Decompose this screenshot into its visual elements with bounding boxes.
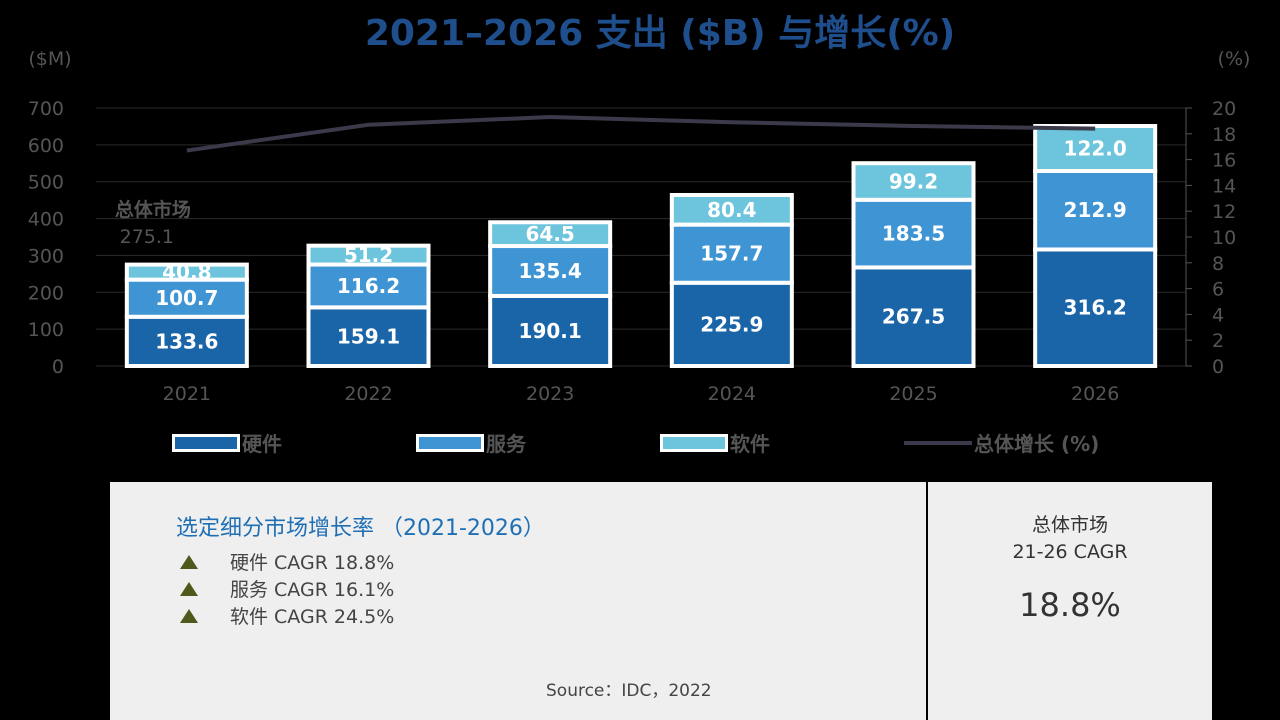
y-tick-label-right: 8 xyxy=(1212,253,1224,275)
overall-cagr-value: 18.8% xyxy=(1019,586,1121,624)
y-tick-label-left: 200 xyxy=(28,282,64,304)
bar-segment-services xyxy=(669,222,794,285)
x-tick-label: 2026 xyxy=(1071,383,1119,405)
overall-market-value: 275.1 xyxy=(120,226,174,248)
y-tick-label-left: 600 xyxy=(28,135,64,157)
y-tick-label-left: 400 xyxy=(28,209,64,231)
bar-segment-hardware xyxy=(124,314,249,368)
bar-segment-software xyxy=(124,262,249,282)
bar-segment-hardware xyxy=(669,280,794,368)
y-tick-label-left: 100 xyxy=(28,319,64,341)
bar-value-label: 100.7 xyxy=(155,286,218,310)
segment-growth-title: 选定细分市场增长率 （2021-2026） xyxy=(176,516,545,541)
y-tick-label-left: 700 xyxy=(28,98,64,120)
y-tick-label-right: 14 xyxy=(1212,175,1236,197)
y-tick-label-left: 500 xyxy=(28,172,64,194)
y-tick-label-right: 16 xyxy=(1212,150,1236,172)
x-tick-label: 2023 xyxy=(526,383,574,405)
triangle-up-icon xyxy=(180,608,198,623)
source-note: Source：IDC，2022 xyxy=(546,681,712,701)
cagr-item-services: 服务 CAGR 16.1% xyxy=(180,575,394,602)
overall-cagr-title: 总体市场 21-26 CAGR xyxy=(928,512,1212,566)
bar-value-label: 80.4 xyxy=(707,198,756,222)
cagr-item-software: 软件 CAGR 24.5% xyxy=(180,602,394,629)
chart-legend: 硬件 服务 软件 总体增长 (%) xyxy=(0,428,1280,457)
bar-segment-hardware xyxy=(488,293,613,368)
bar-value-label: 64.5 xyxy=(525,222,574,246)
left-axis-label: ($M) xyxy=(28,48,71,70)
cagr-label-software: 软件 CAGR 24.5% xyxy=(230,606,395,628)
bar-value-label: 122.0 xyxy=(1064,137,1127,161)
bar-value-label: 316.2 xyxy=(1064,296,1127,320)
legend-label-growth: 总体增长 (%) xyxy=(974,432,1100,456)
y-tick-label-right: 2 xyxy=(1212,330,1224,352)
bar-segment-software xyxy=(488,220,613,249)
x-tick-label: 2021 xyxy=(163,383,211,405)
cagr-period-label: 21-26 CAGR xyxy=(1012,541,1128,563)
right-axis-label: (%) xyxy=(1218,48,1251,70)
overall-market-annotation: 总体市场 xyxy=(115,198,191,221)
legend-item-growth: 总体增长 (%) xyxy=(904,428,1099,457)
y-tick-label-left: 300 xyxy=(28,245,64,267)
legend-item-services: 服务 xyxy=(416,428,526,457)
overall-cagr-panel: 总体市场 21-26 CAGR 18.8% xyxy=(928,482,1212,720)
bar-segment-software xyxy=(1033,124,1158,173)
bar-value-label: 116.2 xyxy=(337,274,400,298)
x-tick-label: 2022 xyxy=(344,383,392,405)
legend-item-software: 软件 xyxy=(660,428,770,457)
bar-value-label: 190.1 xyxy=(519,319,582,343)
bar-segment-software xyxy=(306,243,431,267)
overall-market-label: 总体市场 xyxy=(1031,514,1108,536)
legend-label-software: 软件 xyxy=(730,432,770,456)
cagr-item-hardware: 硬件 CAGR 18.8% xyxy=(180,548,394,575)
y-tick-label-right: 18 xyxy=(1212,124,1236,146)
triangle-up-icon xyxy=(180,554,198,569)
bar-value-label: 135.4 xyxy=(519,259,582,283)
y-tick-label-left: 0 xyxy=(52,356,64,378)
growth-line xyxy=(186,115,1096,153)
bar-value-label: 225.9 xyxy=(700,312,763,336)
y-tick-label-right: 0 xyxy=(1212,356,1224,378)
triangle-up-icon xyxy=(180,581,198,596)
bar-segment-hardware xyxy=(1033,247,1158,368)
bar-value-label: 159.1 xyxy=(337,325,400,349)
bar-value-label: 157.7 xyxy=(700,242,763,266)
bar-value-label: 99.2 xyxy=(889,169,938,193)
bar-value-label: 212.9 xyxy=(1064,198,1127,222)
bar-segment-software xyxy=(669,192,794,227)
bar-segment-hardware xyxy=(306,305,431,369)
bar-segment-hardware xyxy=(851,265,976,369)
legend-label-hardware: 硬件 xyxy=(242,432,282,456)
bar-value-label: 51.2 xyxy=(344,243,393,267)
legend-item-hardware: 硬件 xyxy=(172,428,282,457)
stacked-bar-chart: 0 100 200 300 400 500 600 700 0 2 4 6 8 10 12 14 16 18 20 (… xyxy=(28,48,1251,405)
cagr-label-services: 服务 CAGR 16.1% xyxy=(230,579,395,601)
bar-value-label: 40.8 xyxy=(162,260,211,284)
legend-swatch-software xyxy=(660,433,728,452)
legend-line-growth xyxy=(904,440,972,445)
cagr-list: 硬件 CAGR 18.8% 服务 CAGR 16.1% 软件 CAGR 24.5… xyxy=(180,548,394,629)
bar-segment-software xyxy=(851,161,976,202)
segment-growth-panel: 选定细分市场增长率 （2021-2026） 硬件 CAGR 18.8% 服务 C… xyxy=(110,482,926,720)
y-tick-label-right: 12 xyxy=(1212,201,1236,223)
y-tick-label-right: 20 xyxy=(1212,98,1236,120)
bar-value-label: 183.5 xyxy=(882,222,945,246)
bar-segment-services xyxy=(488,244,613,298)
y-tick-label-right: 10 xyxy=(1212,227,1236,249)
y-tick-label-right: 6 xyxy=(1212,279,1224,301)
legend-swatch-services xyxy=(416,433,484,452)
legend-swatch-hardware xyxy=(172,433,240,452)
legend-label-services: 服务 xyxy=(486,432,526,456)
bar-value-label: 267.5 xyxy=(882,305,945,329)
y-tick-label-right: 4 xyxy=(1212,304,1224,326)
x-tick-label: 2024 xyxy=(708,383,756,405)
cagr-label-hardware: 硬件 CAGR 18.8% xyxy=(230,552,395,574)
chart-title: 2021–2026 支出 ($B) 与增长(%) xyxy=(364,13,956,54)
x-tick-label: 2025 xyxy=(889,383,937,405)
bar-value-label: 133.6 xyxy=(155,329,218,353)
bar-segment-services xyxy=(124,277,249,319)
